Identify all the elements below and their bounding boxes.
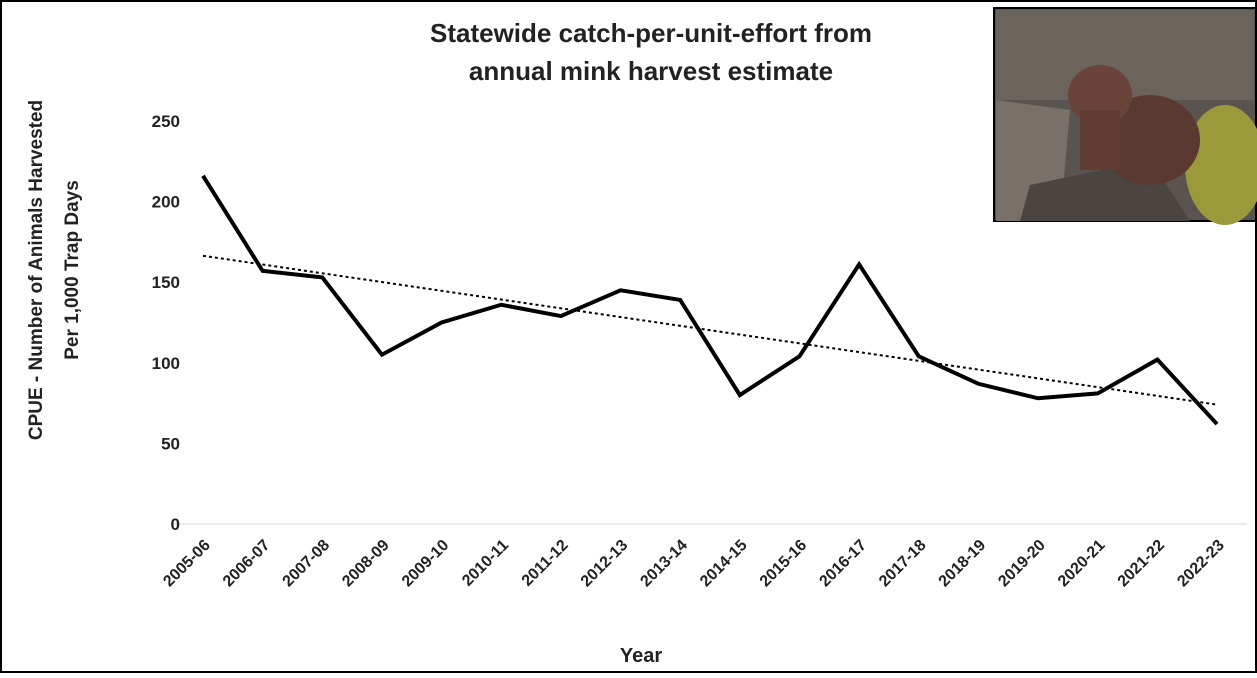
y-tick-label: 50 — [161, 434, 180, 453]
x-axis-label: Year — [620, 645, 662, 667]
y-tick-label: 100 — [152, 354, 180, 373]
chart-title: Statewide catch-per-unit-effort from — [430, 18, 872, 48]
chart-title: annual mink harvest estimate — [469, 56, 833, 86]
y-tick-label: 150 — [152, 273, 180, 292]
y-tick-label: 250 — [152, 112, 180, 131]
y-tick-label: 200 — [152, 193, 180, 212]
y-tick-label: 0 — [171, 515, 180, 534]
trendline — [202, 254, 1218, 406]
y-axis-label: CPUE - Number of Animals Harvested — [26, 100, 47, 440]
mink-photo — [993, 7, 1257, 225]
data-line — [201, 174, 1219, 426]
y-axis-label: Per 1,000 Trap Days — [62, 180, 83, 360]
